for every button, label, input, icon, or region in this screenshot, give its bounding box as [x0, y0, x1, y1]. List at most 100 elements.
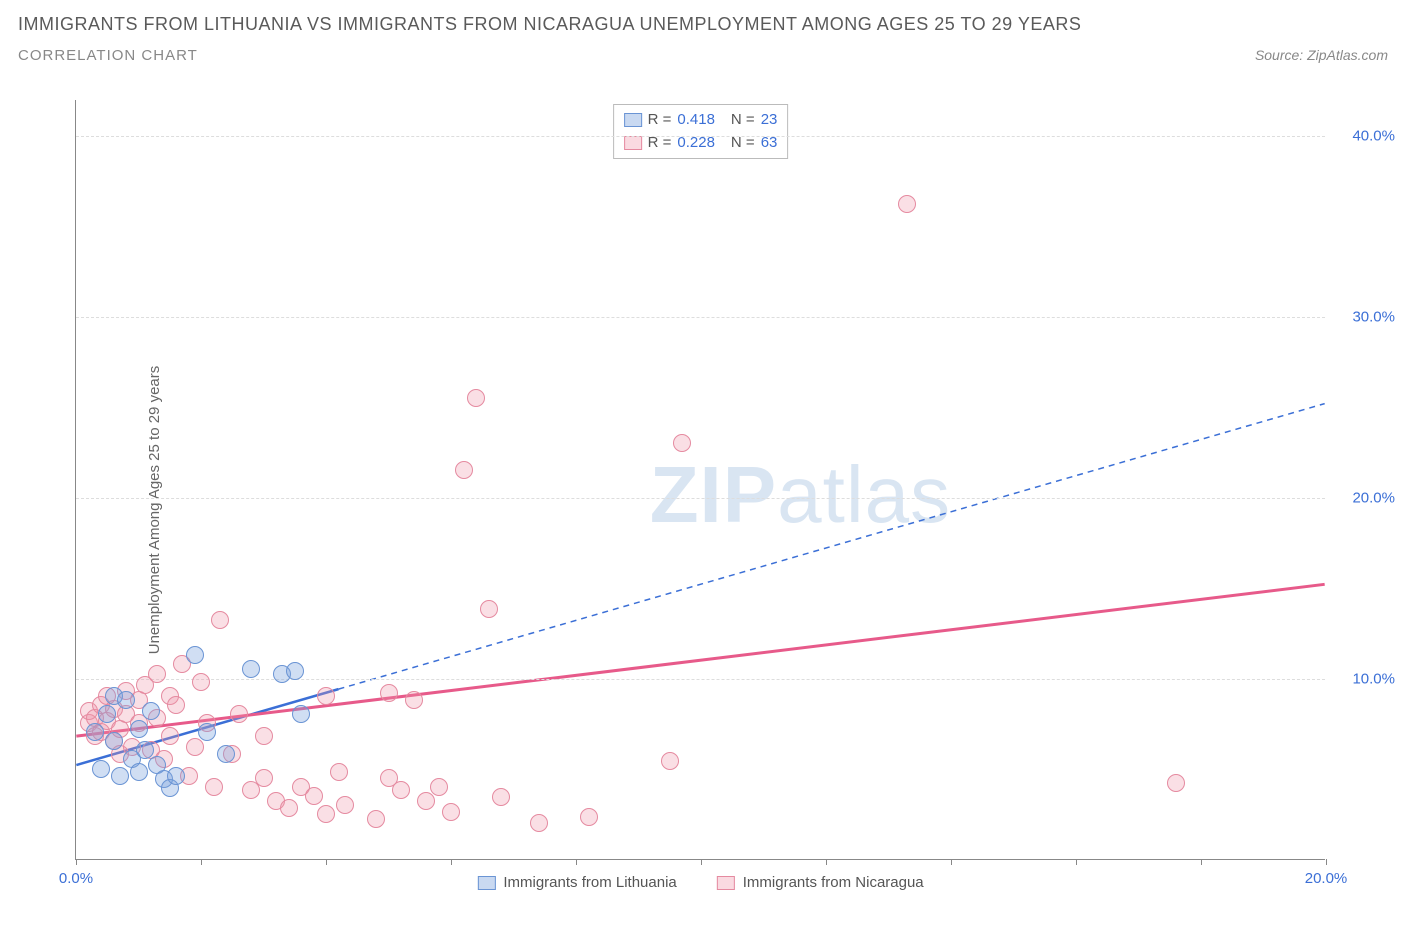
- x-tick-mark: [826, 859, 827, 865]
- point-nicaragua: [161, 727, 179, 745]
- y-tick-label: 20.0%: [1335, 490, 1395, 507]
- point-nicaragua: [530, 814, 548, 832]
- r-value-nicaragua: 0.228: [677, 132, 715, 155]
- stats-legend: R = 0.418 N = 23 R = 0.228 N = 63: [613, 104, 789, 159]
- watermark-light: atlas: [777, 450, 951, 539]
- point-nicaragua: [380, 684, 398, 702]
- x-tick-mark: [576, 859, 577, 865]
- r-label: R =: [648, 109, 672, 132]
- header: IMMIGRANTS FROM LITHUANIA VS IMMIGRANTS …: [18, 14, 1388, 64]
- y-tick-label: 10.0%: [1335, 671, 1395, 688]
- point-nicaragua: [1167, 774, 1185, 792]
- point-lithuania: [130, 763, 148, 781]
- point-lithuania: [105, 732, 123, 750]
- point-lithuania: [167, 767, 185, 785]
- n-value-nicaragua: 63: [761, 132, 778, 155]
- point-nicaragua: [405, 691, 423, 709]
- stats-row-nicaragua: R = 0.228 N = 63: [624, 132, 778, 155]
- swatch-blue-icon: [477, 876, 495, 890]
- chart-area: Unemployment Among Ages 25 to 29 years Z…: [0, 90, 1406, 930]
- point-nicaragua: [330, 763, 348, 781]
- r-label: R =: [648, 132, 672, 155]
- point-nicaragua: [467, 389, 485, 407]
- point-nicaragua: [580, 808, 598, 826]
- point-lithuania: [117, 691, 135, 709]
- x-tick-mark: [76, 859, 77, 865]
- point-nicaragua: [192, 673, 210, 691]
- point-nicaragua: [280, 799, 298, 817]
- point-nicaragua: [167, 696, 185, 714]
- x-tick-label: 0.0%: [59, 870, 93, 887]
- gridline: [76, 317, 1325, 318]
- x-tick-mark: [1201, 859, 1202, 865]
- point-nicaragua: [480, 600, 498, 618]
- point-nicaragua: [417, 792, 435, 810]
- point-lithuania: [186, 646, 204, 664]
- gridline: [76, 498, 1325, 499]
- x-tick-mark: [1326, 859, 1327, 865]
- point-nicaragua: [186, 738, 204, 756]
- plot-region: ZIPatlas R = 0.418 N = 23 R = 0.228 N = …: [75, 100, 1325, 860]
- point-lithuania: [111, 767, 129, 785]
- point-nicaragua: [430, 778, 448, 796]
- point-lithuania: [98, 705, 116, 723]
- legend-item-lithuania: Immigrants from Lithuania: [477, 874, 676, 891]
- trend-lines: [76, 100, 1325, 859]
- point-lithuania: [198, 723, 216, 741]
- point-lithuania: [130, 720, 148, 738]
- gridline: [76, 679, 1325, 680]
- n-label: N =: [731, 109, 755, 132]
- point-lithuania: [286, 662, 304, 680]
- x-tick-label: 20.0%: [1305, 870, 1348, 887]
- point-nicaragua: [392, 781, 410, 799]
- point-nicaragua: [211, 611, 229, 629]
- point-nicaragua: [492, 788, 510, 806]
- source-attribution: Source: ZipAtlas.com: [1255, 47, 1388, 63]
- y-tick-label: 30.0%: [1335, 309, 1395, 326]
- chart-title: IMMIGRANTS FROM LITHUANIA VS IMMIGRANTS …: [18, 14, 1388, 35]
- subtitle-row: CORRELATION CHART Source: ZipAtlas.com: [18, 47, 1388, 64]
- stats-row-lithuania: R = 0.418 N = 23: [624, 109, 778, 132]
- watermark: ZIPatlas: [650, 449, 951, 541]
- point-nicaragua: [148, 665, 166, 683]
- gridline: [76, 136, 1325, 137]
- swatch-pink-icon: [717, 876, 735, 890]
- point-nicaragua: [305, 787, 323, 805]
- point-nicaragua: [205, 778, 223, 796]
- series-legend: Immigrants from Lithuania Immigrants fro…: [477, 874, 923, 891]
- y-tick-label: 40.0%: [1335, 128, 1395, 145]
- watermark-bold: ZIP: [650, 450, 777, 539]
- legend-label-lithuania: Immigrants from Lithuania: [503, 874, 676, 891]
- swatch-pink-icon: [624, 136, 642, 150]
- point-lithuania: [142, 702, 160, 720]
- legend-label-nicaragua: Immigrants from Nicaragua: [743, 874, 924, 891]
- x-tick-mark: [326, 859, 327, 865]
- point-nicaragua: [673, 434, 691, 452]
- point-nicaragua: [230, 705, 248, 723]
- x-tick-mark: [201, 859, 202, 865]
- point-lithuania: [217, 745, 235, 763]
- point-nicaragua: [455, 461, 473, 479]
- x-tick-mark: [701, 859, 702, 865]
- point-nicaragua: [317, 687, 335, 705]
- r-value-lithuania: 0.418: [677, 109, 715, 132]
- swatch-blue-icon: [624, 113, 642, 127]
- n-label: N =: [731, 132, 755, 155]
- chart-subtitle: CORRELATION CHART: [18, 47, 198, 64]
- point-lithuania: [242, 660, 260, 678]
- point-nicaragua: [255, 727, 273, 745]
- point-lithuania: [86, 723, 104, 741]
- point-nicaragua: [317, 805, 335, 823]
- point-nicaragua: [336, 796, 354, 814]
- point-nicaragua: [255, 769, 273, 787]
- point-nicaragua: [898, 195, 916, 213]
- point-nicaragua: [442, 803, 460, 821]
- point-nicaragua: [661, 752, 679, 770]
- x-tick-mark: [951, 859, 952, 865]
- point-lithuania: [92, 760, 110, 778]
- n-value-lithuania: 23: [761, 109, 778, 132]
- x-tick-mark: [1076, 859, 1077, 865]
- x-tick-mark: [451, 859, 452, 865]
- legend-item-nicaragua: Immigrants from Nicaragua: [717, 874, 924, 891]
- point-lithuania: [292, 705, 310, 723]
